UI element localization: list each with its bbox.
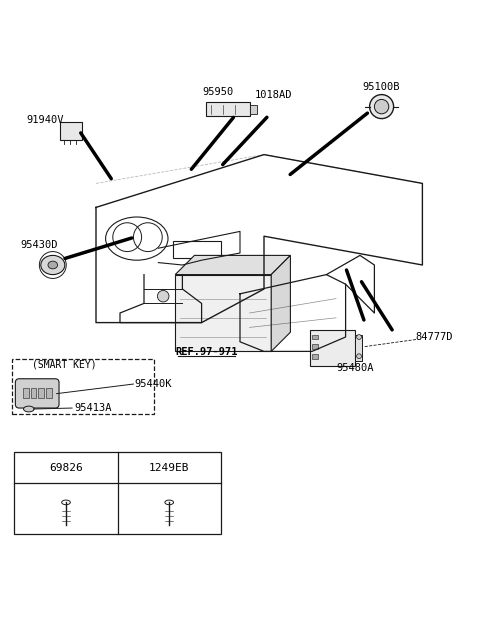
Bar	[355, 335, 362, 361]
Text: 1249EB: 1249EB	[149, 463, 190, 473]
Circle shape	[357, 335, 361, 339]
Text: 91940V: 91940V	[27, 115, 64, 125]
Circle shape	[374, 100, 389, 114]
Bar	[312, 335, 318, 339]
Bar	[60, 122, 82, 140]
Bar	[312, 354, 318, 359]
Bar	[12, 359, 154, 414]
Circle shape	[157, 290, 169, 302]
Polygon shape	[175, 255, 290, 275]
Ellipse shape	[41, 255, 65, 275]
Bar	[312, 344, 318, 349]
FancyBboxPatch shape	[15, 379, 59, 408]
Text: 69826: 69826	[49, 463, 83, 473]
Circle shape	[357, 354, 361, 359]
Text: 95430D: 95430D	[21, 240, 58, 250]
Bar	[38, 388, 44, 398]
Polygon shape	[271, 255, 290, 351]
Circle shape	[370, 95, 394, 118]
Ellipse shape	[61, 500, 70, 505]
Text: REF.97-971: REF.97-971	[175, 347, 238, 357]
Text: 95480A: 95480A	[336, 363, 374, 373]
Text: (SMART KEY): (SMART KEY)	[33, 359, 97, 369]
Ellipse shape	[24, 406, 34, 412]
Bar	[23, 388, 29, 398]
Bar	[14, 452, 221, 534]
Text: 95440K: 95440K	[134, 379, 172, 389]
Text: 95100B: 95100B	[363, 83, 400, 93]
Text: 95413A: 95413A	[74, 403, 112, 413]
Ellipse shape	[48, 261, 58, 269]
Text: 95950: 95950	[203, 87, 234, 97]
Bar	[250, 105, 257, 114]
Bar	[173, 241, 221, 258]
Ellipse shape	[165, 500, 174, 505]
Bar	[206, 102, 250, 116]
Bar	[31, 388, 36, 398]
Bar	[46, 388, 52, 398]
Text: 84777D: 84777D	[416, 332, 453, 342]
Bar	[175, 275, 271, 351]
Bar	[310, 330, 355, 366]
Text: 1018AD: 1018AD	[255, 90, 292, 100]
